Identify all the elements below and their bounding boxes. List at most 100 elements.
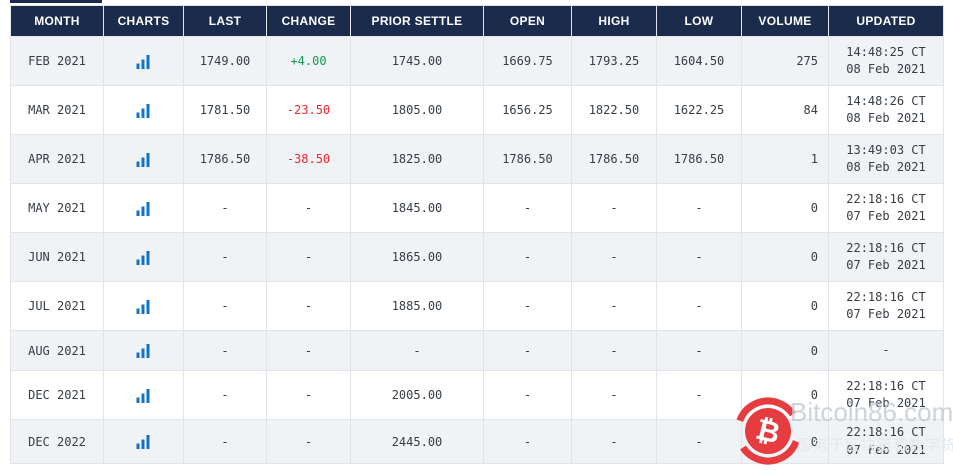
bar-chart-icon [136, 201, 150, 216]
bar-chart-icon [136, 435, 150, 449]
cell-high: - [571, 232, 657, 282]
table-row: MAY 2021 - - 1845.00 - - - 0 22:18:16 CT… [10, 183, 944, 233]
cell-month: APR 2021 [10, 134, 104, 184]
cell-low: - [656, 183, 742, 233]
chart-icon-button[interactable] [132, 149, 155, 169]
chart-icon-button[interactable] [132, 431, 155, 451]
cell-change: - [266, 330, 351, 371]
cell-volume: 0 [741, 330, 829, 371]
cropped-tab-sliver [10, 0, 102, 3]
cell-low: - [656, 232, 742, 282]
cell-open: - [483, 370, 572, 420]
cell-prior-settle: - [350, 330, 484, 371]
cell-prior-settle: 1845.00 [350, 183, 484, 233]
updated-date: 07 Feb 2021 [846, 209, 926, 223]
updated-date: 07 Feb 2021 [846, 258, 926, 272]
cell-charts [103, 419, 184, 464]
cell-open: - [483, 281, 572, 331]
cell-low: 1786.50 [656, 134, 742, 184]
cell-updated: 22:18:16 CT 07 Feb 2021 [828, 419, 944, 464]
bar-chart-icon [136, 103, 150, 118]
cell-high: 1786.50 [571, 134, 657, 184]
cell-updated: 22:18:16 CT 07 Feb 2021 [828, 183, 944, 233]
updated-time: 13:49:03 CT [846, 142, 926, 157]
cell-volume: 84 [741, 85, 829, 135]
col-header-charts: CHARTS [103, 5, 184, 37]
chart-icon-button[interactable] [132, 100, 155, 120]
cell-low: - [656, 419, 742, 464]
cell-last: - [183, 419, 267, 464]
cell-volume: 0 [741, 370, 829, 420]
updated-date: 07 Feb 2021 [846, 442, 926, 457]
chart-icon-button[interactable] [132, 247, 155, 267]
col-header-low: LOW [656, 5, 742, 37]
cell-last: - [183, 370, 267, 420]
cell-charts [103, 36, 184, 86]
updated-time: 22:18:16 CT [846, 240, 926, 255]
cell-low: 1604.50 [656, 36, 742, 86]
cell-prior-settle: 2005.00 [350, 370, 484, 420]
table-row: MAR 2021 1781.50 -23.50 1805.00 1656.25 … [10, 85, 944, 135]
futures-quotes-table: MONTH CHARTS LAST CHANGE PRIOR SETTLE OP… [10, 5, 944, 464]
chart-icon-button[interactable] [132, 51, 155, 71]
cell-charts [103, 330, 184, 371]
updated-time: - [882, 342, 890, 357]
cell-last: 1781.50 [183, 85, 267, 135]
table-row: DEC 2022 - - 2445.00 - - - 0 22:18:16 CT… [10, 419, 944, 464]
chart-icon-button[interactable] [132, 340, 155, 360]
cell-open: 1669.75 [483, 36, 572, 86]
updated-time: 14:48:26 CT [846, 93, 926, 108]
cell-month: DEC 2022 [10, 419, 104, 464]
cell-last: - [183, 281, 267, 331]
cell-low: - [656, 330, 742, 371]
cell-change: -23.50 [266, 85, 351, 135]
cell-high: - [571, 183, 657, 233]
cell-last: - [183, 232, 267, 282]
cell-prior-settle: 1745.00 [350, 36, 484, 86]
table-header: MONTH CHARTS LAST CHANGE PRIOR SETTLE OP… [10, 5, 944, 37]
chart-icon-button[interactable] [132, 198, 155, 218]
cell-updated: 13:49:03 CT 08 Feb 2021 [828, 134, 944, 184]
chart-icon-button[interactable] [132, 296, 155, 316]
cell-last: 1749.00 [183, 36, 267, 86]
cell-high: - [571, 330, 657, 371]
cell-low: 1622.25 [656, 85, 742, 135]
cell-charts [103, 183, 184, 233]
cell-last: 1786.50 [183, 134, 267, 184]
cell-month: DEC 2021 [10, 370, 104, 420]
cell-open: - [483, 232, 572, 282]
cell-high: 1793.25 [571, 36, 657, 86]
bar-chart-icon [136, 299, 150, 314]
col-header-volume: VOLUME [741, 5, 829, 37]
updated-date: 07 Feb 2021 [846, 396, 926, 410]
cell-volume: 0 [741, 281, 829, 331]
cell-change: - [266, 281, 351, 331]
cell-change: - [266, 183, 351, 233]
cell-updated: 14:48:26 CT 08 Feb 2021 [828, 85, 944, 135]
updated-date: 07 Feb 2021 [846, 307, 926, 321]
col-header-month: MONTH [10, 5, 104, 37]
cell-updated: 22:18:16 CT 07 Feb 2021 [828, 232, 944, 282]
bar-chart-icon [136, 250, 150, 265]
col-header-change: CHANGE [266, 5, 351, 37]
cell-open: - [483, 183, 572, 233]
cell-updated: 22:18:16 CT 07 Feb 2021 [828, 281, 944, 331]
cell-change: - [266, 419, 351, 464]
cell-open: 1786.50 [483, 134, 572, 184]
updated-date: 08 Feb 2021 [846, 62, 926, 76]
bar-chart-icon [136, 388, 150, 403]
bar-chart-icon [136, 344, 150, 358]
cell-high: 1822.50 [571, 85, 657, 135]
cell-updated: 22:18:16 CT 07 Feb 2021 [828, 370, 944, 420]
table-row: APR 2021 1786.50 -38.50 1825.00 1786.50 … [10, 134, 944, 184]
cell-updated: - [828, 330, 944, 371]
bar-chart-icon [136, 152, 150, 167]
cell-month: JUL 2021 [10, 281, 104, 331]
cell-change: - [266, 232, 351, 282]
chart-icon-button[interactable] [132, 385, 155, 405]
cell-prior-settle: 1825.00 [350, 134, 484, 184]
bar-chart-icon [136, 54, 150, 69]
col-header-updated: UPDATED [828, 5, 944, 37]
cell-month: AUG 2021 [10, 330, 104, 371]
cell-change: - [266, 370, 351, 420]
